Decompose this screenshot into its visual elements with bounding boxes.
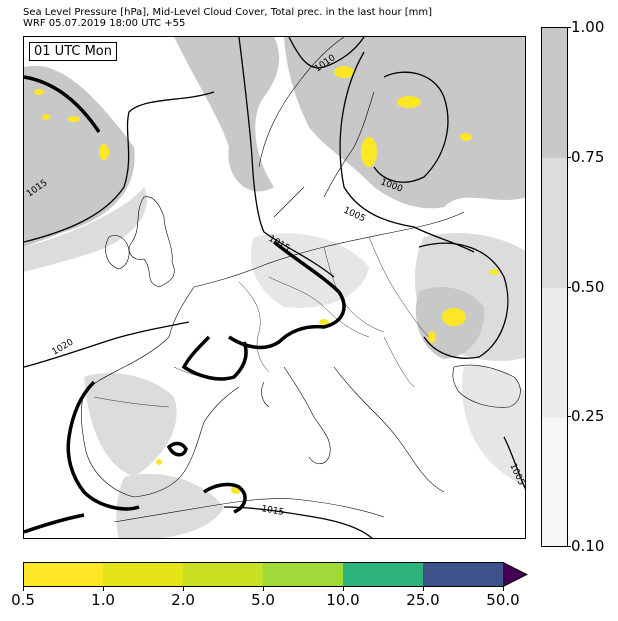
coastline-north-africa — [113, 498, 385, 523]
precip-colorbar-segment — [183, 562, 263, 587]
precip-tick-mark — [503, 587, 504, 591]
cloud-colorbar-segment — [542, 28, 567, 158]
cloud-patch-northwest-outer — [24, 187, 147, 272]
precip-colorbar-segment — [103, 562, 183, 587]
weather-map: 1010 1015 1000 1005 1015 1020 1015 1005 — [23, 36, 526, 539]
precip-colorbar-segment — [343, 562, 423, 587]
thick-isobar-central — [228, 240, 346, 350]
isobar-label: 1020 — [51, 337, 76, 357]
isobar-1000 — [373, 71, 449, 183]
thick-isobar-northwest — [24, 75, 101, 133]
precip-tick-mark — [343, 587, 344, 591]
cloud-patch-north — [174, 37, 280, 192]
cloud-patch-africa — [116, 473, 224, 538]
precip-tick-label: 25.0 — [406, 591, 440, 609]
precip-cell — [460, 133, 472, 141]
cloud-patch-iberia — [84, 373, 177, 477]
isobar-1015-west — [24, 91, 215, 243]
coastline-italy — [261, 366, 331, 465]
precip-tick-label: 50.0 — [486, 591, 520, 609]
cloud-patch-northwest — [24, 65, 135, 248]
cloud-cover-layer — [24, 37, 525, 538]
precip-colorbar-segment — [263, 562, 343, 587]
cloud-tick-mark — [567, 27, 571, 28]
country-border — [93, 396, 170, 408]
map-title: Sea Level Pressure [hPa], Mid-Level Clou… — [23, 7, 433, 18]
coastline-black-sea — [452, 364, 521, 408]
cloud-tick-label: 1.00 — [571, 18, 605, 36]
coastline-ireland — [105, 235, 130, 270]
thick-isobar-iberia — [66, 380, 140, 511]
cloud-tick-mark — [567, 416, 571, 417]
isobar-layer — [24, 37, 525, 538]
country-border — [238, 281, 270, 373]
precip-cell — [442, 308, 466, 326]
valid-time-label: 01 UTC Mon — [29, 42, 117, 61]
isobar-1015-central — [238, 37, 335, 278]
isobar-1005-southeast — [503, 436, 525, 490]
precip-tick-mark — [423, 587, 424, 591]
precip-tick-mark — [23, 587, 24, 591]
cloud-colorbar-segment — [542, 158, 567, 288]
precip-cell — [428, 331, 436, 343]
precip-tick-label: 5.0 — [251, 591, 275, 609]
cloud-tick-label: 0.10 — [571, 537, 605, 555]
isobar-1015-south — [223, 506, 373, 538]
coastline-british-isles — [128, 196, 175, 288]
isobar-1005-east — [418, 242, 509, 359]
precip-colorbar-extend-arrow — [503, 562, 527, 587]
precip-cell — [42, 114, 50, 120]
cloud-tick-mark — [567, 546, 571, 547]
precip-cell — [156, 459, 162, 465]
precip-cell — [68, 116, 80, 122]
isobar-1020 — [24, 321, 190, 368]
precipitation-layer — [34, 66, 499, 494]
precip-cell — [319, 319, 329, 325]
precip-tick-label: 2.0 — [171, 591, 195, 609]
precip-cell — [397, 96, 421, 108]
country-border — [383, 336, 415, 388]
precip-tick-label: 0.5 — [11, 591, 35, 609]
thick-isobar-layer — [24, 75, 346, 534]
coastline-scandinavia — [258, 37, 375, 218]
cloud-patch-scandinavia — [284, 37, 525, 209]
precip-cell — [334, 66, 354, 78]
precip-tick-label: 1.0 — [91, 591, 115, 609]
cloud-tick-label: 0.25 — [571, 407, 605, 425]
country-border — [368, 236, 430, 338]
precip-colorbar-segment — [423, 562, 503, 587]
precip-tick-mark — [103, 587, 104, 591]
cloud-tick-label: 0.50 — [571, 278, 605, 296]
thick-isobar-spain-spot — [166, 441, 188, 457]
precip-colorbar-segment — [23, 562, 103, 587]
country-border — [268, 276, 370, 338]
isobar-1005-north — [339, 51, 475, 253]
precip-cell — [34, 89, 44, 95]
isobar-label: 1015 — [260, 504, 284, 518]
cloud-cover-colorbar — [541, 27, 568, 547]
cloud-colorbar-segment — [542, 418, 567, 546]
precipitation-colorbar — [23, 562, 528, 587]
cloud-tick-mark — [567, 157, 571, 158]
run-info: WRF 05.07.2019 18:00 UTC +55 — [23, 18, 186, 29]
precip-tick-label: 10.0 — [326, 591, 360, 609]
precip-cell — [99, 144, 109, 160]
coastline-france-iberia — [81, 286, 240, 498]
precip-tick-mark — [263, 587, 264, 591]
cloud-colorbar-segment — [542, 288, 567, 418]
coastline-balkans — [333, 366, 445, 493]
precip-tick-mark — [183, 587, 184, 591]
isobar-1010 — [288, 37, 365, 69]
thick-isobar-france — [181, 335, 248, 381]
cloud-tick-label: 0.75 — [571, 148, 605, 166]
precip-cell — [361, 137, 377, 167]
cloud-tick-mark — [567, 287, 571, 288]
precip-cell — [489, 269, 499, 275]
thick-isobar-africa — [24, 482, 247, 534]
cloud-patch-east — [461, 366, 525, 487]
